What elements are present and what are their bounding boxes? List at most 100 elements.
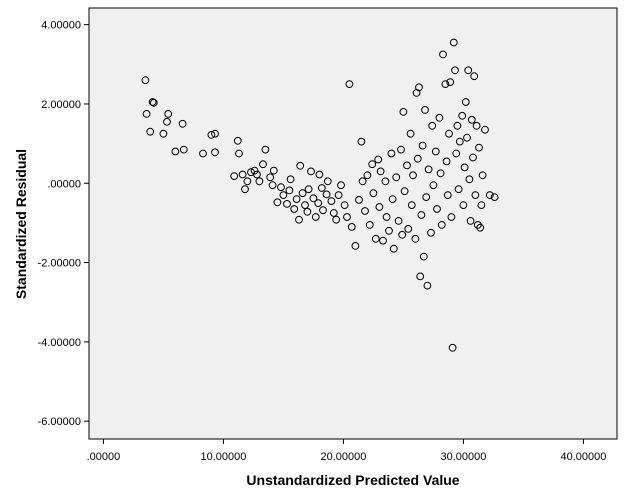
data-point xyxy=(148,98,157,106)
data-point xyxy=(255,177,264,186)
data-point xyxy=(437,221,446,229)
data-point xyxy=(285,186,294,195)
data-point xyxy=(277,183,285,192)
data-point xyxy=(309,194,318,203)
data-point xyxy=(455,137,464,146)
data-point xyxy=(453,121,462,130)
data-point xyxy=(164,110,173,118)
x-axis-title: Unstandardized Predicted Value xyxy=(246,472,459,488)
y-tick-label: -2.00000 xyxy=(38,258,81,270)
data-point xyxy=(238,170,247,179)
data-point xyxy=(431,147,440,156)
data-point xyxy=(266,173,275,182)
data-point xyxy=(481,125,489,134)
data-point xyxy=(314,199,323,208)
data-point xyxy=(292,195,301,204)
data-point xyxy=(466,217,475,225)
data-point xyxy=(347,223,356,231)
data-point xyxy=(428,121,437,130)
data-point xyxy=(490,193,499,202)
x-tick-label: .00000 xyxy=(87,451,121,463)
data-point xyxy=(458,111,467,120)
data-point xyxy=(452,149,461,158)
data-point xyxy=(429,181,438,190)
data-point xyxy=(467,115,476,124)
data-point xyxy=(397,145,405,154)
data-point xyxy=(146,127,155,136)
data-point xyxy=(406,129,415,138)
data-point xyxy=(439,50,447,59)
data-point xyxy=(423,281,432,290)
x-tick-label: 40.00000 xyxy=(560,451,606,463)
x-tick-label: 20.00000 xyxy=(320,451,366,463)
data-point xyxy=(427,228,435,237)
data-point xyxy=(469,153,477,162)
data-point xyxy=(304,185,313,194)
data-point xyxy=(387,149,396,158)
data-point xyxy=(235,149,243,158)
data-point xyxy=(419,252,428,261)
data-point xyxy=(259,160,267,169)
data-point xyxy=(422,193,431,202)
data-point xyxy=(445,129,453,138)
y-tick-label: 4.00000 xyxy=(41,20,81,32)
data-point xyxy=(400,187,409,196)
data-point xyxy=(311,213,320,221)
data-point xyxy=(207,131,216,139)
data-point xyxy=(442,157,451,166)
data-point xyxy=(394,217,403,225)
data-point xyxy=(322,190,331,199)
data-point xyxy=(273,198,282,207)
data-point xyxy=(363,171,372,180)
data-point xyxy=(163,117,171,126)
data-point xyxy=(290,205,299,213)
data-point xyxy=(460,163,469,172)
data-point xyxy=(448,343,457,352)
data-point xyxy=(399,108,408,116)
data-point xyxy=(199,149,207,158)
data-point xyxy=(243,177,252,186)
data-point xyxy=(424,165,433,174)
data-point xyxy=(407,201,416,210)
data-point xyxy=(178,119,187,128)
data-point xyxy=(485,191,494,200)
data-point xyxy=(443,191,452,200)
y-axis-ticks: -6.00000 -4.00000 -2.00000 .00000 2.00000 4.0… xyxy=(38,20,89,428)
data-point xyxy=(211,129,219,138)
data-point xyxy=(323,177,332,186)
data-point xyxy=(319,206,327,215)
data-point xyxy=(392,173,401,182)
data-point xyxy=(307,167,315,176)
data-point xyxy=(268,181,277,190)
data-point xyxy=(381,177,390,186)
y-tick-label: -4.00000 xyxy=(38,337,81,349)
data-point xyxy=(476,223,485,232)
data-point xyxy=(303,207,312,216)
data-point xyxy=(283,200,291,208)
data-point xyxy=(233,136,242,145)
data-point xyxy=(179,145,188,154)
data-point xyxy=(365,221,374,229)
x-tick-label: 30.00000 xyxy=(440,451,486,463)
data-point xyxy=(361,207,369,215)
data-point xyxy=(241,185,249,194)
data-points xyxy=(141,38,499,352)
data-point xyxy=(334,191,343,200)
y-axis-title: Standardized Residual xyxy=(13,149,29,299)
data-point xyxy=(463,133,471,142)
data-point xyxy=(295,215,303,224)
data-point xyxy=(374,155,383,164)
data-point xyxy=(141,76,150,85)
data-point xyxy=(461,98,470,106)
data-point xyxy=(329,209,338,217)
x-axis-ticks: .00000 10.00000 20.00000 30.00000 40.00000 xyxy=(87,439,606,463)
data-point xyxy=(413,154,422,163)
data-point xyxy=(465,175,474,184)
data-point xyxy=(343,213,351,221)
data-point xyxy=(358,177,367,186)
data-point xyxy=(253,170,261,179)
data-point xyxy=(403,161,411,170)
data-point xyxy=(398,230,407,239)
data-point xyxy=(368,160,377,169)
data-point xyxy=(382,213,391,221)
